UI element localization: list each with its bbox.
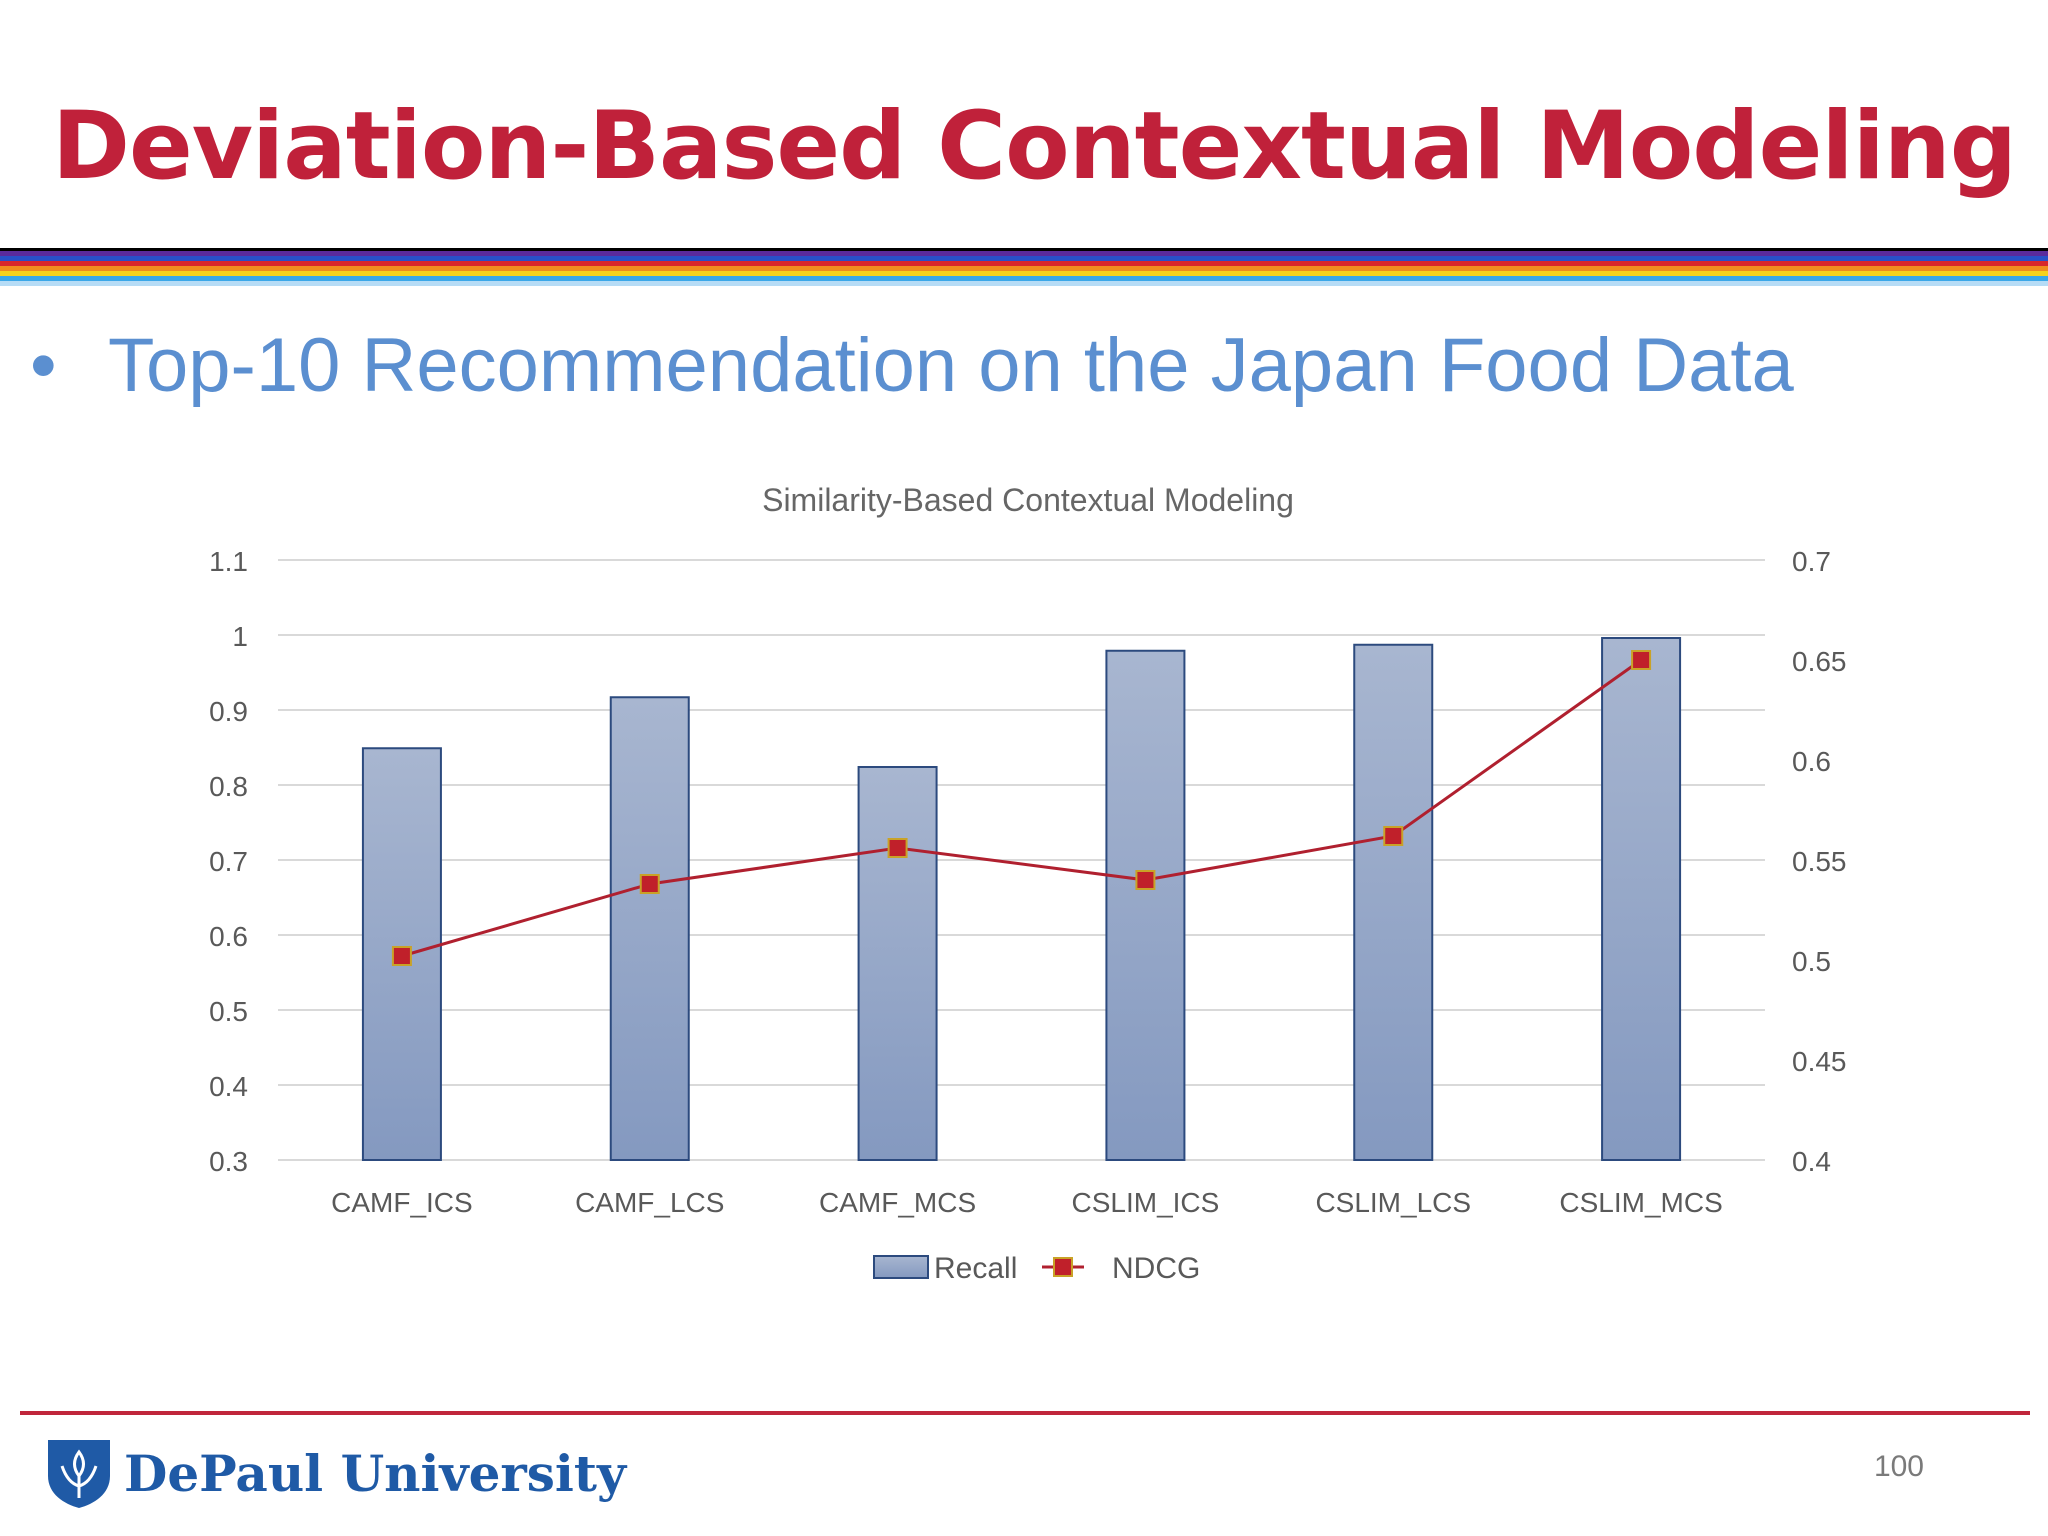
bullet-item: • Top-10 Recommendation on the Japan Food…	[30, 322, 1794, 409]
rainbow-divider	[0, 248, 2048, 286]
right-tick-label: 0.4	[1792, 1146, 1831, 1177]
recall-bar	[361, 747, 442, 1161]
right-tick-label: 0.6	[1792, 746, 1831, 777]
category-label: CSLIM_LCS	[1315, 1187, 1471, 1218]
recall-bars	[361, 637, 1682, 1161]
left-tick-label: 1	[232, 621, 248, 652]
recall-bar	[609, 696, 690, 1161]
left-tick-label: 1.1	[209, 546, 248, 577]
recall-bar	[1601, 637, 1682, 1161]
category-label: CAMF_MCS	[819, 1187, 976, 1218]
slide-title: Deviation-Based Contextual Modeling	[51, 92, 2017, 201]
right-tick-label: 0.55	[1792, 846, 1847, 877]
legend-ndcg-marker	[1053, 1257, 1073, 1277]
university-name: DePaul University	[124, 1443, 627, 1503]
left-tick-label: 0.7	[209, 846, 248, 877]
category-label: CAMF_LCS	[575, 1187, 724, 1218]
right-tick-label: 0.7	[1792, 546, 1831, 577]
left-tick-label: 0.4	[209, 1071, 248, 1102]
right-axis: 0.4 0.45 0.5 0.55 0.6 0.65 0.7	[1792, 546, 1847, 1177]
recall-bar	[857, 766, 938, 1161]
chart-title: Similarity-Based Contextual Modeling	[762, 482, 1294, 518]
right-tick-label: 0.45	[1792, 1046, 1847, 1077]
category-labels: CAMF_ICS CAMF_LCS CAMF_MCS CSLIM_ICS CSLIM_L…	[331, 1187, 1723, 1218]
left-tick-label: 0.8	[209, 771, 248, 802]
ndcg-series-line	[401, 658, 1642, 958]
footer-divider	[20, 1411, 2030, 1415]
left-axis: 0.3 0.4 0.5 0.6 0.7 0.8 0.9 1 1.1	[209, 546, 248, 1177]
right-tick-label: 0.5	[1792, 946, 1831, 977]
ndcg-point	[1383, 826, 1404, 846]
left-tick-label: 0.6	[209, 921, 248, 952]
chart: Similarity-Based Contextual Modeling 0.3…	[209, 482, 1847, 1285]
gridlines	[278, 559, 1765, 1161]
left-tick-label: 0.9	[209, 696, 248, 727]
category-label: CSLIM_MCS	[1559, 1187, 1722, 1218]
recall-bar	[1353, 643, 1434, 1161]
legend: Recall NDCG	[873, 1252, 1200, 1285]
legend-recall-swatch	[873, 1255, 929, 1279]
depaul-shield-icon	[48, 1440, 110, 1508]
ndcg-point	[887, 838, 908, 858]
ndcg-point	[391, 946, 412, 966]
right-tick-label: 0.65	[1792, 646, 1847, 677]
ndcg-line	[391, 650, 1652, 966]
recall-bar	[1105, 649, 1186, 1161]
left-tick-label: 0.3	[209, 1146, 248, 1177]
left-tick-label: 0.5	[209, 996, 248, 1027]
category-label: CSLIM_ICS	[1072, 1187, 1220, 1218]
legend-ndcg-label: NDCG	[1112, 1252, 1200, 1285]
legend-recall-label: Recall	[934, 1252, 1017, 1285]
page-number: 100	[1873, 1450, 1924, 1483]
category-label: CAMF_ICS	[331, 1187, 473, 1218]
bullet-dot-icon: •	[30, 323, 57, 408]
ndcg-point	[639, 874, 660, 894]
university-logo: DePaul University	[44, 1436, 626, 1510]
ndcg-point	[1631, 650, 1652, 670]
bullet-text: Top-10 Recommendation on the Japan Food …	[108, 323, 1794, 408]
ndcg-point	[1135, 870, 1156, 890]
